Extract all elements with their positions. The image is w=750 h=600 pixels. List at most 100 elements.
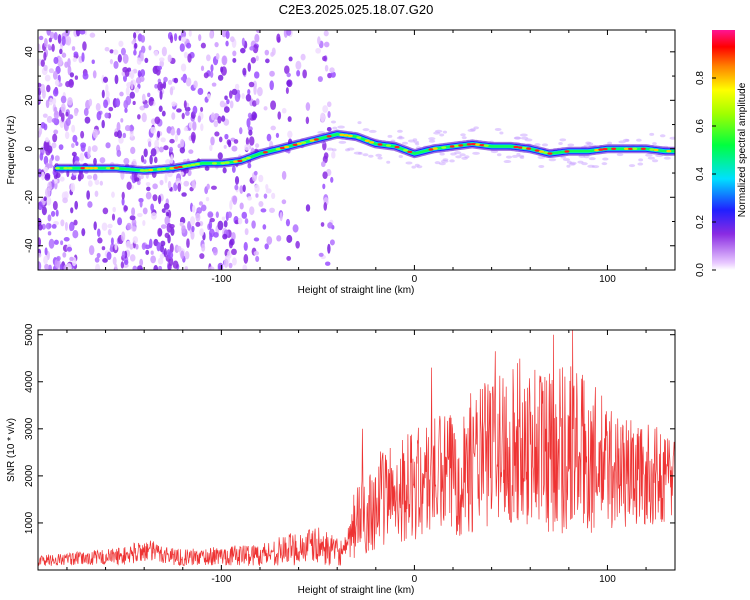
noise-mark [131,225,137,232]
noise-mark [88,245,95,256]
ridge-peak-mark [407,150,413,154]
ridge-peak-mark [160,167,166,171]
ridge-peak-mark [466,143,472,146]
noise-mark [237,217,243,225]
noise-mark [253,170,258,176]
noise-mark [112,206,117,213]
ridge-peak-mark [284,145,290,149]
ridge-peak-mark [611,147,617,150]
noise-mark [163,202,170,210]
ridge-peak-mark [339,133,345,137]
ridge-peak-mark [169,167,175,170]
noise-mark [42,113,48,118]
noise-mark [663,156,671,160]
noise-mark [229,100,234,109]
noise-mark [129,215,136,221]
noise-mark [249,206,255,216]
noise-mark [397,129,403,133]
noise-mark [286,30,292,36]
noise-mark [324,261,331,266]
noise-mark [375,153,382,157]
noise-mark [152,183,158,190]
noise-mark [104,112,110,119]
noise-mark [327,111,331,119]
noise-mark [154,116,161,125]
noise-mark [92,128,99,139]
ridge-peak-mark [534,149,540,152]
noise-mark [253,85,257,96]
noise-mark [249,46,255,51]
noise-mark [227,140,232,148]
noise-mark [143,148,148,158]
noise-mark [54,79,60,86]
noise-mark [156,65,163,71]
noise-mark [208,220,213,230]
noise-mark [41,88,46,99]
ridge-peak-mark [347,134,353,138]
noise-mark [286,255,292,261]
noise-mark [43,64,48,71]
noise-mark [83,107,89,117]
noise-mark [105,142,111,149]
noise-mark [221,216,226,221]
noise-mark [39,152,44,161]
noise-mark [411,165,417,169]
noise-mark [159,253,165,259]
noise-mark [171,101,177,107]
noise-mark [74,200,79,210]
noise-mark [184,250,190,260]
noise-mark [161,46,167,57]
noise-mark [322,55,327,62]
noise-mark [559,138,567,142]
ridge-peak-mark [547,152,553,155]
noise-mark [538,164,545,168]
noise-mark [386,160,391,164]
ridge-peak-mark [326,135,332,138]
noise-mark [180,171,184,176]
noise-mark [135,243,139,250]
noise-mark [181,224,186,234]
ridge-peak-mark [313,138,319,141]
noise-mark [223,220,228,228]
noise-mark [156,241,161,252]
noise-mark [126,181,132,190]
noise-mark [69,72,75,78]
ridge-peak-mark [628,147,634,150]
noise-mark [48,238,55,249]
noise-mark [181,112,185,120]
noise-mark [247,163,252,169]
noise-mark [68,79,74,88]
noise-mark [72,134,78,143]
noise-mark [387,134,393,138]
noise-mark [207,93,211,100]
noise-mark [67,97,73,106]
noise-mark [438,162,446,166]
noise-mark [146,186,151,192]
noise-mark [212,247,218,256]
x-tick-label: -100 [211,274,231,285]
noise-mark [173,33,178,42]
noise-mark [125,95,132,106]
noise-mark [317,36,321,45]
noise-mark [126,222,132,231]
colorbar: 0.0 0.2 0.4 0.6 0.8 Normalized spectral ampl… [695,30,748,277]
noise-mark [46,30,52,36]
noise-mark [251,100,257,107]
noise-mark [569,161,577,165]
x-tick-label: -100 [211,574,231,585]
noise-mark [266,133,272,142]
noise-mark [323,41,330,48]
ridge-peak-mark [63,166,69,170]
colorbar-title: Normalized spectral amplitude [737,82,748,217]
noise-mark [558,142,563,146]
ridge-peak-mark [386,144,392,147]
noise-mark [200,204,207,212]
ridge-peak-mark [470,142,476,146]
noise-mark [116,149,122,158]
noise-mark [51,118,58,124]
noise-mark [196,207,203,214]
ridge-peak-mark [114,167,120,170]
noise-mark [185,110,190,116]
noise-mark [117,54,122,63]
noise-mark [247,62,252,72]
